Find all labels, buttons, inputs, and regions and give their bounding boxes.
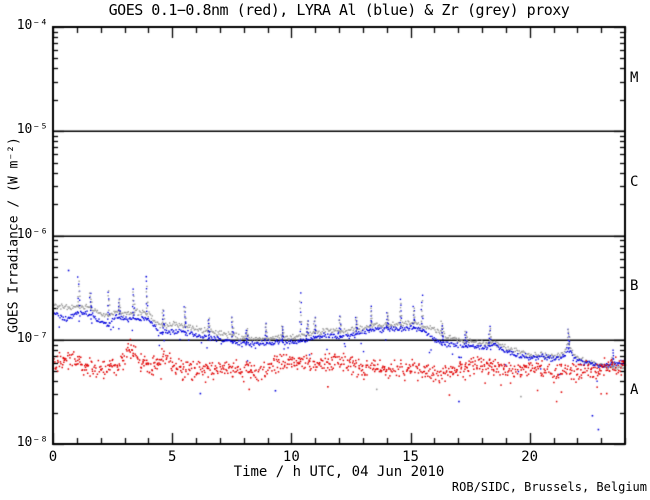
y-tick-label: 10⁻⁸ [16, 435, 48, 450]
flare-class-label: B [630, 278, 639, 295]
flare-class-label: C [630, 173, 639, 190]
chart-title: GOES 0.1−0.8nm (red), LYRA Al (blue) & Z… [108, 1, 570, 19]
x-tick-label: 0 [48, 449, 58, 465]
flare-class-label: A [630, 382, 639, 399]
y-tick-label: 10⁻⁷ [16, 330, 48, 346]
x-axis-label: Time / h UTC, 04 Jun 2010 [233, 464, 445, 480]
flare-class-label: M [630, 69, 639, 86]
credit-text: ROB/SIDC, Brussels, Belgium [451, 480, 647, 494]
y-tick-label: 10⁻⁴ [16, 18, 48, 33]
x-tick-label: 10 [282, 449, 300, 465]
x-tick-label: 20 [521, 449, 539, 465]
y-tick-label: 10⁻⁶ [16, 226, 48, 242]
x-tick-label: 5 [167, 449, 177, 465]
x-tick-label: 15 [402, 449, 419, 465]
y-tick-label: 10⁻⁵ [16, 122, 48, 138]
